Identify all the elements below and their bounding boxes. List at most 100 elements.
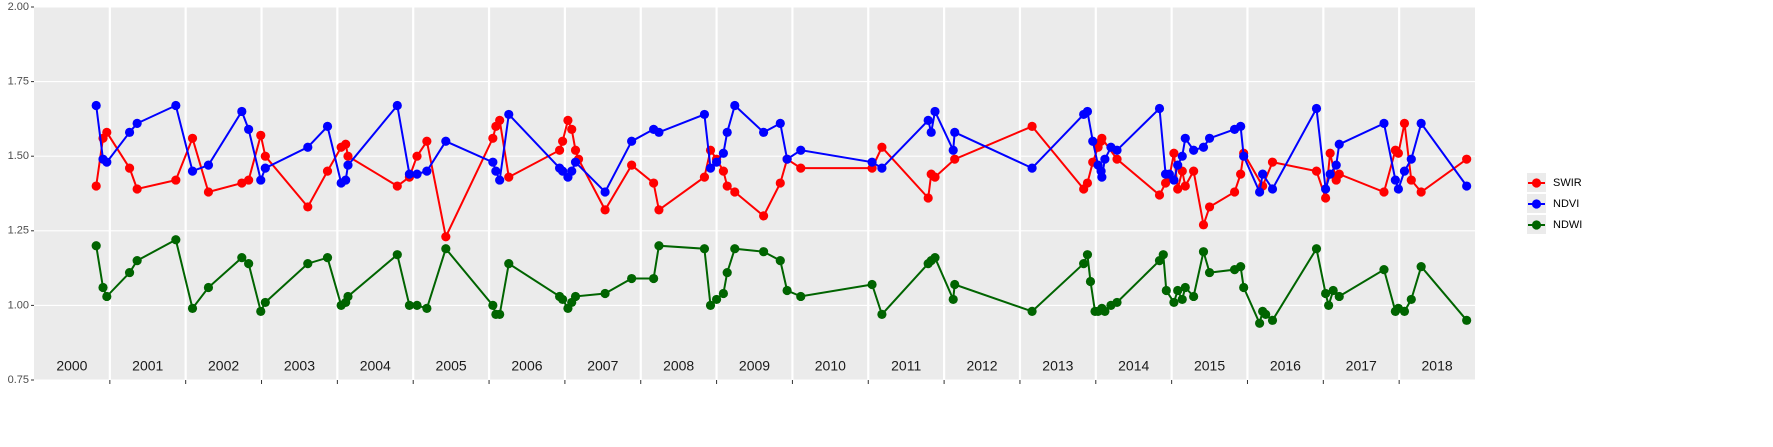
- point: [1261, 309, 1271, 319]
- y-tick-label: 1.50: [8, 150, 29, 162]
- point: [570, 157, 581, 167]
- point: [488, 133, 498, 143]
- point: [1082, 250, 1093, 260]
- point: [1180, 133, 1190, 143]
- point: [1100, 154, 1110, 164]
- point: [504, 259, 514, 269]
- point: [558, 136, 568, 146]
- point: [718, 288, 729, 299]
- point: [722, 127, 732, 137]
- point: [1169, 297, 1179, 308]
- point: [244, 124, 254, 134]
- point: [341, 175, 351, 185]
- point: [171, 175, 181, 185]
- point: [102, 291, 112, 302]
- point: [796, 145, 806, 155]
- year-label: 2009: [739, 358, 770, 374]
- point: [1236, 121, 1246, 131]
- point: [237, 253, 247, 263]
- point: [1177, 294, 1187, 305]
- point: [1204, 133, 1215, 143]
- point: [923, 115, 933, 125]
- legend-point: [1531, 199, 1542, 209]
- point: [1311, 244, 1322, 254]
- point: [1180, 282, 1190, 293]
- point: [392, 181, 402, 191]
- point: [260, 151, 270, 161]
- point: [1079, 259, 1089, 269]
- legend-label: SWIR: [1553, 177, 1582, 189]
- point: [237, 106, 247, 117]
- point: [91, 181, 101, 191]
- point: [699, 244, 710, 254]
- point: [1328, 285, 1338, 296]
- point: [1161, 285, 1171, 296]
- point: [303, 259, 313, 269]
- point: [1189, 291, 1199, 302]
- point: [504, 109, 514, 120]
- point: [877, 163, 887, 173]
- point: [759, 127, 769, 137]
- year-label: 2016: [1270, 358, 1301, 374]
- point: [1331, 160, 1341, 170]
- point: [303, 202, 313, 212]
- year-label: 2018: [1422, 358, 1453, 374]
- point: [558, 294, 568, 305]
- point: [260, 163, 270, 173]
- point: [1177, 151, 1187, 161]
- point: [1204, 202, 1215, 212]
- point: [441, 136, 451, 146]
- point: [567, 166, 577, 176]
- point: [256, 306, 266, 316]
- point: [718, 166, 729, 176]
- point: [1406, 154, 1416, 164]
- point: [654, 241, 664, 251]
- point: [1399, 118, 1410, 128]
- point: [1311, 103, 1322, 114]
- point: [495, 175, 505, 185]
- point: [1112, 145, 1122, 155]
- y-tick-label: 1.25: [8, 225, 29, 237]
- point: [132, 118, 142, 128]
- point: [948, 145, 958, 155]
- point: [730, 100, 740, 111]
- point: [1169, 175, 1179, 185]
- point: [950, 279, 960, 290]
- point: [1320, 184, 1331, 194]
- point: [1198, 247, 1209, 257]
- point: [124, 163, 135, 173]
- year-label: 2001: [132, 358, 163, 374]
- point: [404, 169, 415, 179]
- y-tick-label: 2.00: [8, 1, 29, 13]
- point: [654, 127, 664, 137]
- point: [1258, 169, 1268, 179]
- point: [491, 166, 501, 176]
- point: [930, 106, 940, 117]
- point: [948, 294, 958, 305]
- legend-label: NDWI: [1553, 219, 1582, 231]
- point: [711, 294, 722, 305]
- legend-point: [1531, 220, 1542, 230]
- point: [392, 250, 402, 260]
- point: [1097, 172, 1107, 182]
- point: [244, 259, 254, 269]
- year-label: 2004: [360, 358, 391, 374]
- point: [796, 291, 806, 302]
- year-label: 2002: [208, 358, 239, 374]
- point: [187, 133, 198, 143]
- point: [322, 166, 333, 176]
- point: [171, 235, 181, 245]
- point: [627, 273, 637, 284]
- point: [1325, 148, 1335, 158]
- point: [600, 187, 610, 197]
- point: [730, 187, 740, 197]
- point: [950, 154, 960, 164]
- point: [412, 300, 422, 310]
- year-label: 2003: [284, 358, 315, 374]
- point: [1027, 121, 1037, 131]
- point: [1154, 103, 1165, 114]
- point: [132, 256, 142, 266]
- point: [1027, 306, 1037, 316]
- point: [1416, 187, 1426, 197]
- point: [343, 160, 353, 170]
